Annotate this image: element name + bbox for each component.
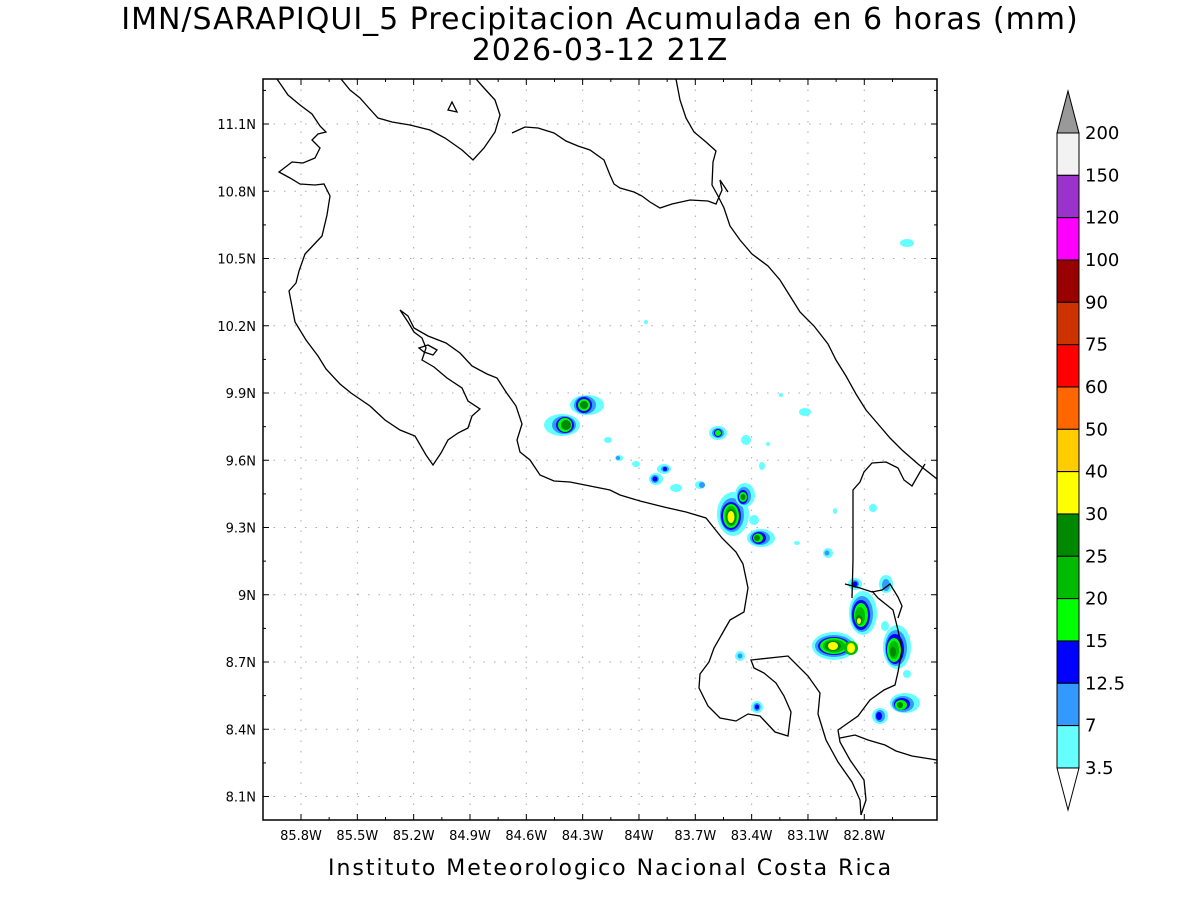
colorbar-swatch: [1056, 682, 1080, 727]
colorbar-swatch: [1056, 386, 1080, 430]
precip-field: [544, 239, 920, 724]
lon-tick-label: 84W: [624, 829, 654, 844]
latitude-axis: 11.1N 10.8N 10.5N 10.2N 9.9N 9.6N 9.3N 9N 8.7N 8.…: [217, 89, 937, 806]
lat-tick-label: 8.1N: [226, 791, 256, 806]
colorbar-legend: 200 150 120 100 90 75 60 50 40 30 25 20 15 12.5 7 3.5: [1056, 89, 1125, 812]
precip-cell: [890, 693, 920, 713]
colorbar-level-label: 100: [1085, 250, 1119, 271]
precip-cell: [872, 708, 888, 724]
colorbar-level-label: 75: [1085, 335, 1108, 356]
colorbar-level-label: 90: [1085, 292, 1108, 313]
colorbar-swatch: [1056, 428, 1080, 473]
precip-cell: [747, 529, 775, 547]
lat-tick-label: 9.9N: [226, 387, 256, 402]
colorbar-level-label: 40: [1085, 462, 1108, 483]
colorbar-swatch: [1056, 217, 1080, 261]
colorbar-level-label: 150: [1085, 165, 1119, 186]
colorbar-swatch: [1056, 132, 1080, 176]
precip-cell: [751, 701, 763, 713]
lon-tick-label: 85.8W: [280, 829, 322, 844]
colorbar-level-label: 60: [1085, 377, 1108, 398]
precip-cell: [879, 575, 893, 593]
lon-tick-label: 82.8W: [843, 829, 885, 844]
lat-tick-label: 9N: [238, 589, 256, 604]
map-title: IMN/SARAPIQUI_5 Precipitacion Acumulada …: [121, 2, 1079, 37]
colorbar-swatch: [1056, 555, 1080, 600]
lon-tick-label: 83.1W: [787, 829, 829, 844]
lat-tick-label: 8.4N: [226, 723, 256, 738]
map-grid: [263, 79, 937, 820]
lat-tick-label: 9.6N: [226, 454, 256, 469]
lat-tick-label: 9.3N: [226, 522, 256, 537]
lon-tick-label: 85.2W: [393, 829, 435, 844]
precip-cell: [657, 464, 671, 474]
colorbar-swatch: [1056, 598, 1080, 642]
colorbar-level-label: 50: [1085, 419, 1108, 440]
precip-cell: [881, 621, 889, 631]
colorbar-swatch: [1056, 344, 1080, 388]
lon-tick-label: 83.7W: [674, 829, 716, 844]
colorbar-level-label: 120: [1085, 208, 1119, 229]
colorbar-swatch: [1056, 301, 1080, 346]
precip-cell: [735, 483, 755, 507]
colorbar-level-label: 12.5: [1085, 673, 1125, 694]
footer-credit: Instituto Meteorologico Nacional Costa R…: [328, 856, 894, 881]
precip-cell: [709, 426, 727, 440]
colorbar-over-triangle: [1056, 89, 1080, 134]
colorbar-level-label: 3.5: [1085, 758, 1114, 779]
colorbar-level-label: 20: [1085, 589, 1108, 610]
lat-tick-label: 8.7N: [226, 656, 256, 671]
precip-cell: [883, 625, 911, 669]
colorbar-swatch: [1056, 259, 1080, 303]
colorbar-level-label: 7: [1085, 716, 1096, 737]
precip-cell: [570, 395, 604, 415]
colorbar-level-label: 15: [1085, 631, 1108, 652]
colorbar-under-triangle: [1056, 767, 1080, 812]
precip-cell: [544, 414, 580, 436]
lon-tick-label: 83.4W: [731, 829, 773, 844]
lat-tick-label: 11.1N: [217, 118, 256, 133]
lon-tick-label: 84.9W: [449, 829, 491, 844]
colorbar-level-label: 25: [1085, 546, 1108, 567]
map-frame: [262, 78, 938, 821]
precip-cell: [812, 632, 858, 660]
colorbar-swatch: [1056, 471, 1080, 515]
longitude-axis: 85.8W 85.5W 85.2W 84.9W 84.6W 84.3W 84W 83.7W 83…: [280, 79, 893, 844]
colorbar-level-label: 30: [1085, 504, 1108, 525]
colorbar-swatch: [1056, 513, 1080, 557]
coastline: [276, 79, 937, 816]
lon-tick-label: 84.6W: [505, 829, 547, 844]
colorbar-level-label: 200: [1085, 123, 1119, 144]
lat-tick-label: 10.8N: [217, 185, 256, 200]
lat-tick-label: 10.5N: [217, 253, 256, 268]
precip-cell: [649, 473, 663, 485]
lon-tick-label: 85.5W: [336, 829, 378, 844]
colorbar-swatch: [1056, 725, 1080, 769]
lon-tick-label: 84.3W: [562, 829, 604, 844]
lat-tick-label: 10.2N: [217, 320, 256, 335]
map-subtitle-datetime: 2026-03-12 21Z: [471, 33, 729, 68]
colorbar-swatch: [1056, 640, 1080, 684]
colorbar-swatch: [1056, 174, 1080, 219]
precip-cell: [849, 591, 877, 635]
